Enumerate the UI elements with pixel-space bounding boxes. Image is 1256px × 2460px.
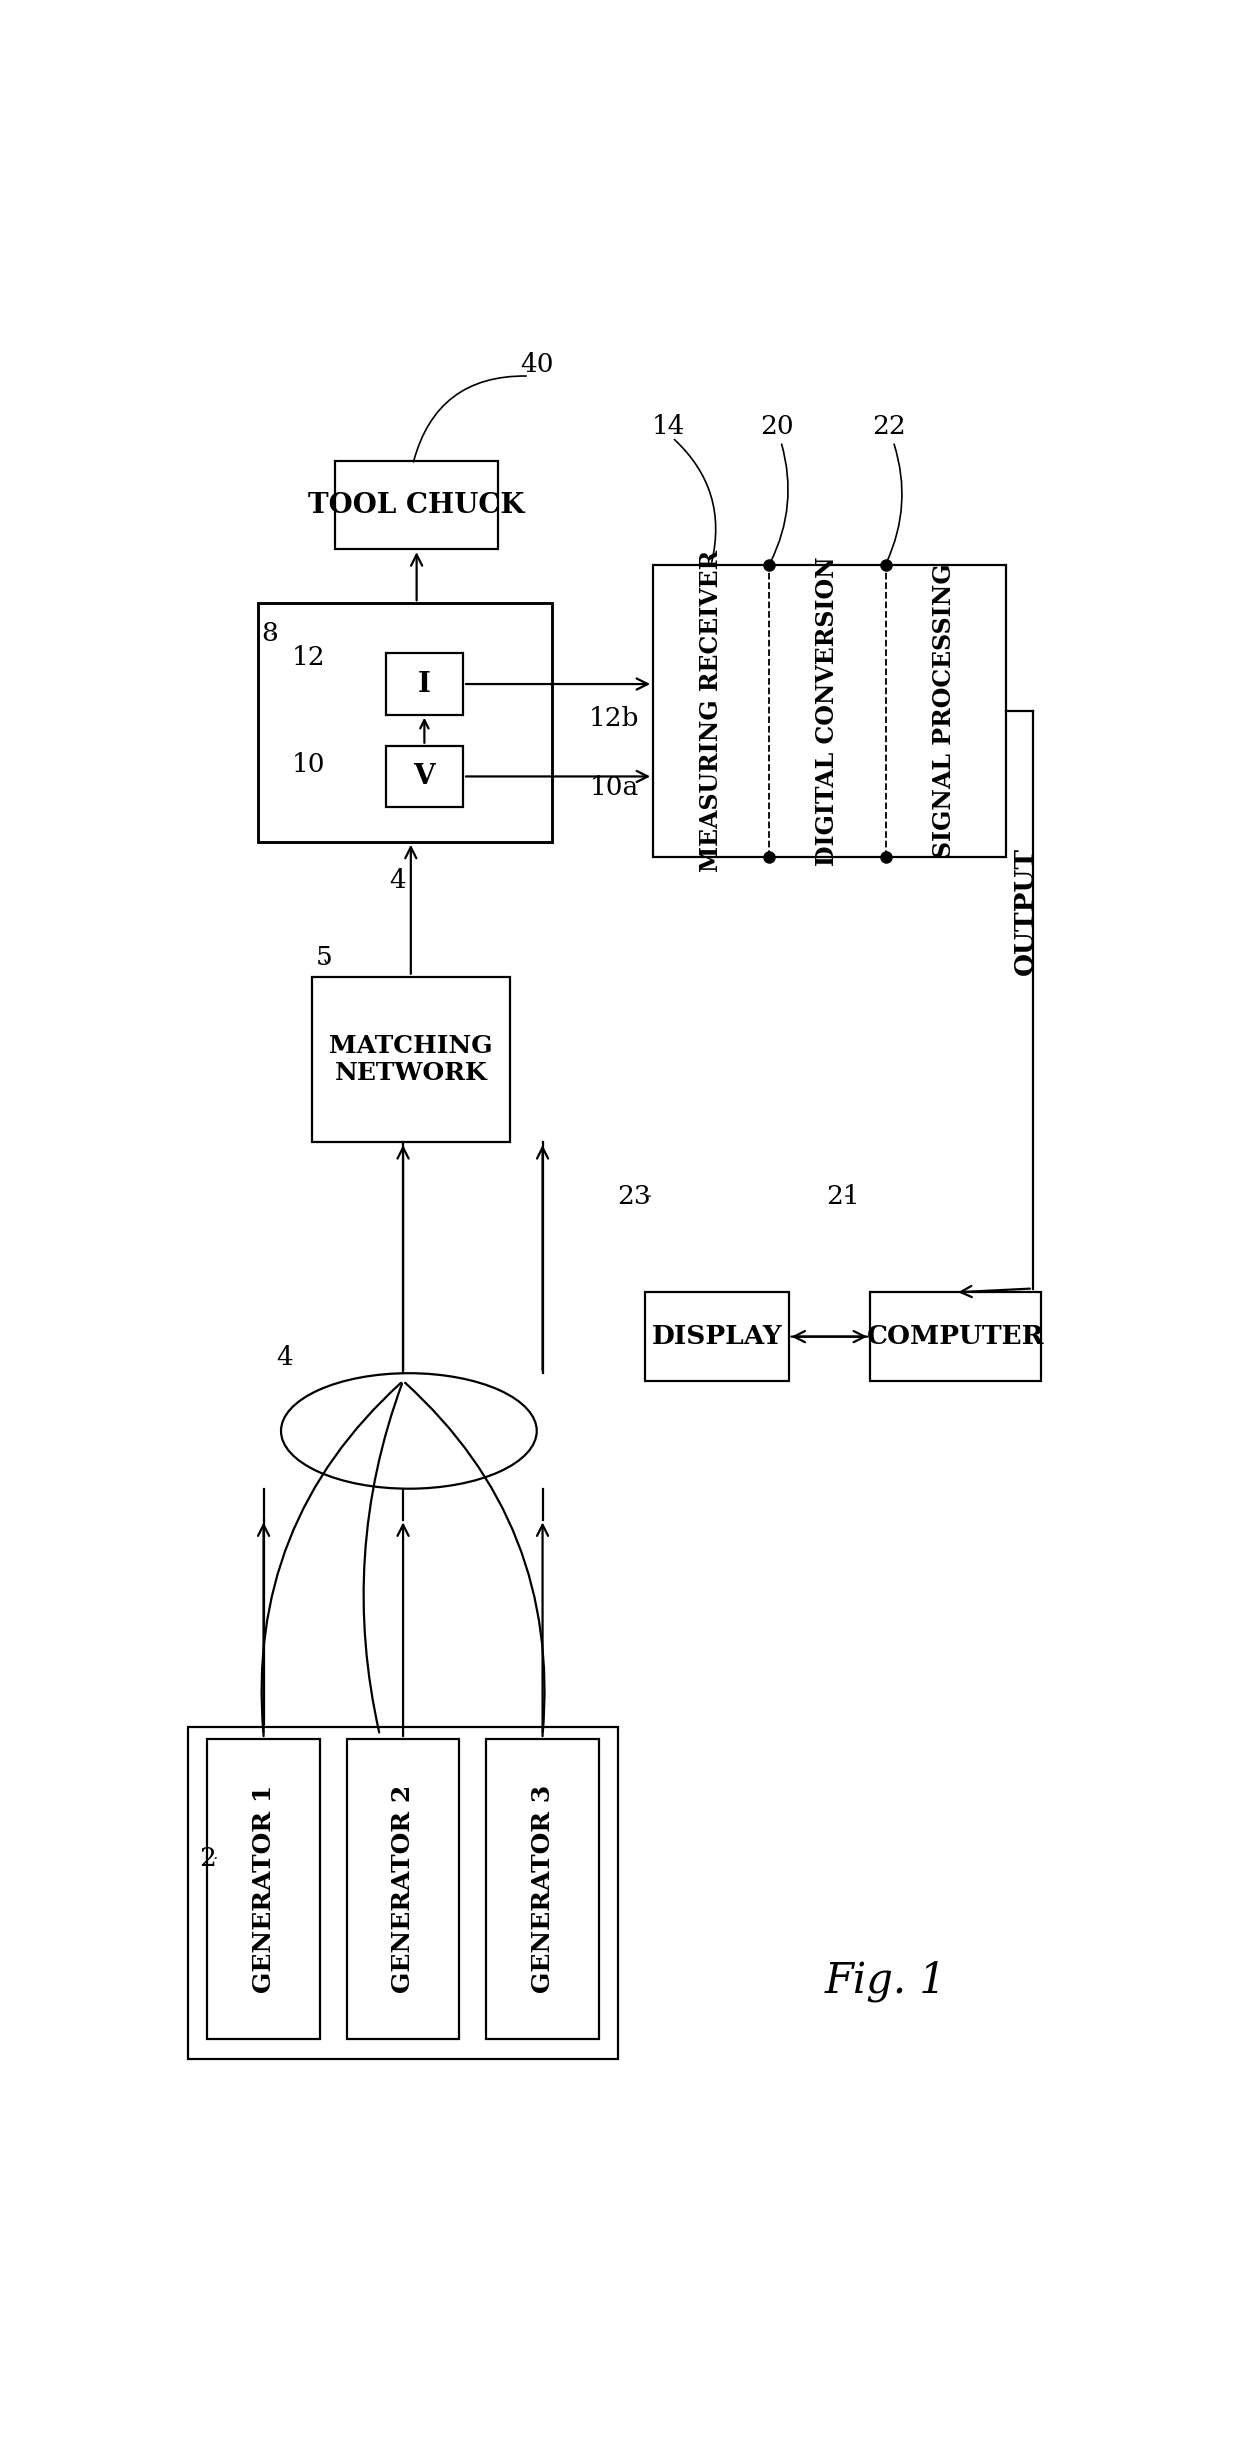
Bar xyxy=(188,1727,618,2059)
Ellipse shape xyxy=(281,1373,536,1488)
Bar xyxy=(386,654,463,716)
Text: MATCHING
NETWORK: MATCHING NETWORK xyxy=(329,1033,492,1085)
Bar xyxy=(386,745,463,807)
Bar xyxy=(257,603,553,841)
Text: DISPLAY: DISPLAY xyxy=(652,1323,782,1348)
Text: 21: 21 xyxy=(826,1183,859,1208)
Text: GENERATOR 2: GENERATOR 2 xyxy=(391,1786,414,1993)
Bar xyxy=(653,566,1006,856)
Text: TOOL CHUCK: TOOL CHUCK xyxy=(309,492,525,519)
Bar xyxy=(347,1739,460,2039)
Text: 40: 40 xyxy=(520,352,554,376)
Text: 12b: 12b xyxy=(589,706,639,731)
Text: 10: 10 xyxy=(291,753,325,777)
Text: 4: 4 xyxy=(389,868,406,893)
Text: 14: 14 xyxy=(652,413,686,438)
Text: COMPUTER: COMPUTER xyxy=(867,1323,1044,1348)
Text: 4: 4 xyxy=(276,1346,293,1370)
Text: V: V xyxy=(413,763,435,790)
Text: Fig. 1: Fig. 1 xyxy=(824,1961,947,2002)
Text: 10a: 10a xyxy=(589,775,639,800)
Bar xyxy=(335,460,497,549)
Text: DIGITAL CONVERSION: DIGITAL CONVERSION xyxy=(815,556,839,866)
Text: GENERATOR 1: GENERATOR 1 xyxy=(251,1786,275,1993)
Bar xyxy=(486,1739,599,2039)
Text: 5: 5 xyxy=(315,945,332,969)
Bar xyxy=(207,1739,320,2039)
Text: 2: 2 xyxy=(198,1845,216,1870)
Bar xyxy=(311,977,510,1141)
Text: 23: 23 xyxy=(617,1183,651,1208)
Bar xyxy=(646,1292,789,1380)
Text: 22: 22 xyxy=(873,413,907,438)
Text: MEASURING RECEIVER: MEASURING RECEIVER xyxy=(700,551,723,873)
Text: GENERATOR 3: GENERATOR 3 xyxy=(530,1786,555,1993)
Text: 20: 20 xyxy=(760,413,794,438)
Text: SIGNAL PROCESSING: SIGNAL PROCESSING xyxy=(932,563,956,859)
Text: I: I xyxy=(418,672,431,699)
Text: OUTPUT: OUTPUT xyxy=(1012,846,1037,974)
Bar xyxy=(870,1292,1040,1380)
Text: 12: 12 xyxy=(291,645,325,669)
Text: 8: 8 xyxy=(261,622,278,647)
